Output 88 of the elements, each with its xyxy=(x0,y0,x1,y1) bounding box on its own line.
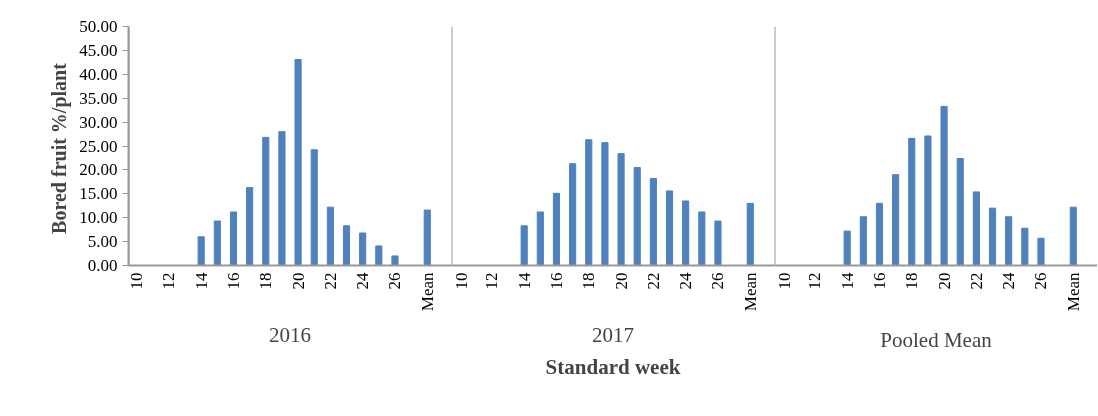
y-tick-label: 30.00 xyxy=(79,112,118,132)
x-tick-label: Mean xyxy=(1063,272,1083,312)
x-tick-label: 20 xyxy=(288,272,308,290)
bar xyxy=(859,216,867,266)
y-tick-label: 10.00 xyxy=(79,208,118,228)
bar xyxy=(1069,206,1077,266)
bar xyxy=(310,149,318,266)
x-tick-label: 22 xyxy=(320,272,340,290)
x-tick-label: 26 xyxy=(708,272,728,290)
x-tick-label: 10 xyxy=(451,272,471,290)
bar xyxy=(988,207,997,266)
text: 2016 xyxy=(269,322,311,347)
bar xyxy=(698,211,706,266)
x-tick-label: 26 xyxy=(385,272,405,290)
y-tick-label: 40.00 xyxy=(79,64,118,84)
bar xyxy=(262,136,270,266)
bar xyxy=(1021,227,1029,266)
x-tick-label: 14 xyxy=(514,272,534,290)
x-tick-label: 12 xyxy=(482,272,502,290)
x-tick-label: 22 xyxy=(966,272,986,290)
x-tick-label: 18 xyxy=(256,272,276,290)
bar xyxy=(665,190,674,266)
text: 2017 xyxy=(592,322,634,347)
bar xyxy=(552,192,561,266)
bar xyxy=(326,206,334,266)
bar xyxy=(294,58,302,266)
y-tick-label: 15.00 xyxy=(79,184,118,204)
y-tick-label: 0.00 xyxy=(87,256,118,275)
bar xyxy=(585,139,593,266)
x-tick-label: 22 xyxy=(643,272,663,290)
bar xyxy=(1037,237,1045,266)
bar xyxy=(246,187,254,266)
bar xyxy=(520,225,528,266)
bar xyxy=(633,167,641,266)
bar xyxy=(375,245,383,266)
bar xyxy=(359,232,367,266)
x-tick-label: 24 xyxy=(999,272,1019,290)
x-tick-label: 10 xyxy=(127,272,147,290)
y-tick-label: 45.00 xyxy=(79,40,118,60)
bar xyxy=(342,225,351,266)
bar xyxy=(423,209,431,266)
x-tick-label: 14 xyxy=(837,272,857,290)
x-tick-label: 16 xyxy=(546,272,566,290)
bar xyxy=(972,191,980,266)
y-tick-label: 35.00 xyxy=(79,88,118,108)
bar xyxy=(843,230,851,266)
bar xyxy=(197,236,205,266)
x-tick-label: 16 xyxy=(223,272,243,290)
x-tick-label: 14 xyxy=(191,272,211,290)
bar xyxy=(875,202,884,266)
y-tick-label: 25.00 xyxy=(79,136,118,156)
x-tick-label: 10 xyxy=(774,272,794,290)
bar xyxy=(617,153,625,266)
bar xyxy=(908,137,916,266)
x-tick-label: Mean xyxy=(417,272,437,312)
x-tick-label: 12 xyxy=(159,272,179,290)
x-tick-label: 20 xyxy=(611,272,631,290)
bar xyxy=(601,142,609,266)
x-axis-title: Standard week xyxy=(545,354,681,379)
x-tick-label: 20 xyxy=(934,272,954,290)
x-tick-label: 12 xyxy=(805,272,825,290)
bar xyxy=(229,211,238,266)
bar xyxy=(278,131,286,266)
bar xyxy=(940,105,948,266)
bar xyxy=(213,220,221,266)
text: Pooled Mean xyxy=(880,327,993,352)
bar xyxy=(391,255,399,266)
bar xyxy=(956,157,964,266)
bar xyxy=(569,163,577,266)
bar xyxy=(714,220,722,266)
bar xyxy=(746,202,754,266)
x-tick-label: 24 xyxy=(676,272,696,290)
x-tick-label: 18 xyxy=(579,272,599,290)
bar xyxy=(892,174,900,266)
y-tick-label: 50.00 xyxy=(79,17,118,36)
bar xyxy=(924,135,932,266)
y-tick-label: 5.00 xyxy=(87,232,118,252)
x-tick-label: 18 xyxy=(902,272,922,290)
bar xyxy=(1005,216,1013,266)
y-tick-label: 20.00 xyxy=(79,160,118,180)
x-tick-label: 24 xyxy=(353,272,373,290)
x-tick-label: 16 xyxy=(869,272,889,290)
bar xyxy=(536,211,544,266)
y-axis-title: Bored fruit %/plant xyxy=(48,62,72,234)
x-tick-label: Mean xyxy=(740,272,760,312)
bar xyxy=(649,178,657,266)
bar xyxy=(682,200,690,266)
x-tick-label: 26 xyxy=(1031,272,1051,290)
